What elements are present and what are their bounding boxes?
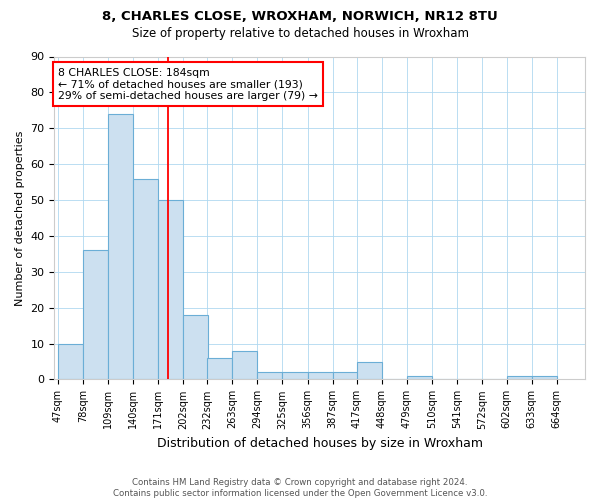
Bar bbox=[257, 372, 283, 380]
X-axis label: Distribution of detached houses by size in Wroxham: Distribution of detached houses by size … bbox=[157, 437, 483, 450]
Y-axis label: Number of detached properties: Number of detached properties bbox=[15, 130, 25, 306]
Bar bbox=[532, 376, 557, 380]
Bar bbox=[332, 372, 358, 380]
Bar bbox=[407, 376, 432, 380]
Bar bbox=[158, 200, 183, 380]
Bar bbox=[232, 350, 257, 380]
Bar bbox=[506, 376, 532, 380]
Text: Contains HM Land Registry data © Crown copyright and database right 2024.
Contai: Contains HM Land Registry data © Crown c… bbox=[113, 478, 487, 498]
Bar bbox=[183, 315, 208, 380]
Text: 8, CHARLES CLOSE, WROXHAM, NORWICH, NR12 8TU: 8, CHARLES CLOSE, WROXHAM, NORWICH, NR12… bbox=[102, 10, 498, 23]
Text: 8 CHARLES CLOSE: 184sqm
← 71% of detached houses are smaller (193)
29% of semi-d: 8 CHARLES CLOSE: 184sqm ← 71% of detache… bbox=[58, 68, 318, 101]
Bar bbox=[108, 114, 133, 380]
Bar bbox=[283, 372, 308, 380]
Bar bbox=[58, 344, 83, 380]
Bar bbox=[207, 358, 232, 380]
Bar bbox=[133, 178, 158, 380]
Bar bbox=[308, 372, 332, 380]
Bar bbox=[83, 250, 108, 380]
Bar bbox=[357, 362, 382, 380]
Text: Size of property relative to detached houses in Wroxham: Size of property relative to detached ho… bbox=[131, 28, 469, 40]
